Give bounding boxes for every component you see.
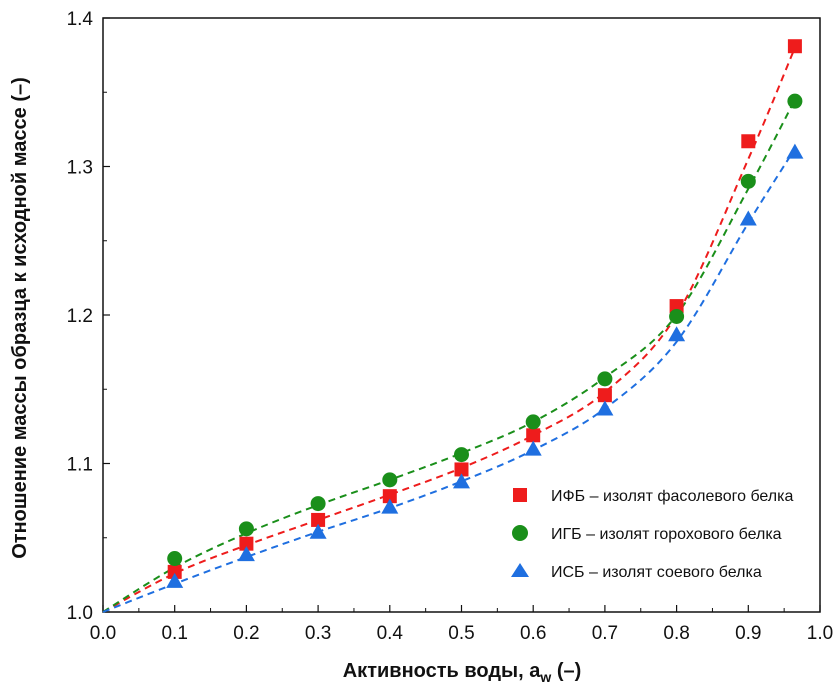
x-tick-label: 0.5 (448, 623, 474, 644)
y-tick-label: 1.4 (67, 9, 94, 30)
data-point-triangle (596, 400, 614, 416)
x-tick-label: 0.6 (520, 623, 546, 644)
y-tick-label: 1.1 (67, 455, 93, 476)
data-point-square (239, 536, 254, 551)
x-tick-label: 0.1 (161, 623, 187, 644)
fit-curve-1 (102, 99, 796, 613)
x-tick-label: 0.9 (735, 623, 761, 644)
legend: ИФБ – изолят фасолевого белка ИГБ – изол… (511, 488, 793, 581)
data-point-triangle (453, 473, 470, 489)
data-point-circle (787, 93, 803, 109)
x-axis-title: Активность воды, aw (–) (343, 660, 582, 685)
axes (102, 17, 821, 613)
data-point-square (787, 39, 802, 54)
x-axis-title-tail: (–) (551, 660, 581, 682)
data-point-triangle (786, 143, 804, 159)
y-tick-label: 1.3 (67, 158, 93, 179)
data-point-circle (669, 308, 685, 324)
data-point-circle (454, 447, 469, 463)
legend-label-isb: ИСБ – изолят соевого белка (551, 564, 762, 581)
legend-label-ifb: ИФБ – изолят фасолевого белка (551, 488, 793, 505)
fit-curve-2 (102, 148, 796, 613)
data-point-triangle (309, 523, 327, 539)
data-point-circle (382, 472, 398, 488)
plot-frame (102, 17, 821, 613)
fit-curves (102, 47, 796, 613)
data-markers (166, 39, 804, 588)
data-point-square (526, 428, 541, 443)
data-point-triangle (237, 546, 255, 562)
data-point-circle (597, 371, 613, 387)
data-point-square (311, 512, 326, 527)
x-tick-label: 0.8 (663, 623, 689, 644)
data-point-triangle (524, 440, 542, 456)
data-point-square (669, 299, 684, 314)
legend-marker-isb (511, 563, 529, 577)
x-tick-label: 0.7 (592, 623, 618, 644)
x-tick-label: 0.3 (305, 623, 331, 644)
tick-labels: 0.0 0.1 0.2 0.3 0.4 0.5 0.6 0.7 0.8 0.9 1.0 1.0 1.1 1… (67, 9, 833, 644)
x-axis-title-main: Активность воды, a (343, 660, 542, 682)
x-tick-label: 0.4 (377, 623, 404, 644)
data-point-circle (310, 496, 326, 512)
legend-marker-ifb (513, 488, 527, 502)
data-point-square (382, 489, 397, 504)
data-point-square (741, 134, 756, 149)
data-point-triangle (668, 326, 686, 342)
data-point-circle (740, 173, 756, 189)
data-point-square (454, 462, 469, 477)
data-point-square (597, 388, 612, 403)
data-point-circle (167, 551, 183, 567)
data-point-triangle (166, 572, 184, 588)
y-axis-title: Отношение массы образца к исходной массе… (9, 77, 31, 559)
y-tick-label: 1.0 (67, 603, 93, 624)
data-point-circle (238, 521, 254, 537)
data-point-square (167, 564, 182, 579)
data-point-circle (525, 414, 541, 430)
x-tick-label: 0.0 (90, 623, 116, 644)
data-point-triangle (381, 498, 399, 514)
y-tick-label: 1.2 (67, 306, 93, 327)
data-point-triangle (739, 210, 757, 226)
legend-marker-igb (512, 525, 528, 541)
x-axis-title-subscript: w (539, 669, 551, 685)
x-tick-label: 0.2 (233, 623, 259, 644)
legend-label-igb: ИГБ – изолят горохового белка (551, 526, 782, 543)
x-tick-label: 1.0 (807, 623, 833, 644)
